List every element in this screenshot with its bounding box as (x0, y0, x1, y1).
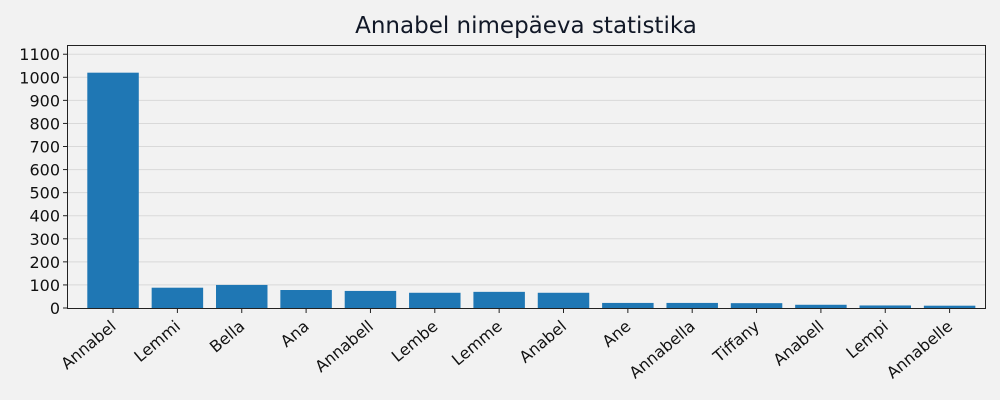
x-tick-label: Anabel (515, 317, 570, 367)
x-tick-label: Lempi (842, 317, 891, 363)
bar (409, 292, 461, 308)
y-tick-label: 200 (29, 253, 60, 272)
y-tick-label: 500 (29, 184, 60, 203)
y-axis: 0 100 200 300 400 500 600 700 800 900 1000 1100 (19, 45, 68, 318)
bar (666, 302, 718, 308)
bar (923, 305, 976, 308)
y-tick-label: 100 (29, 276, 60, 295)
y-tick-label: 0 (50, 299, 60, 318)
bars (87, 72, 976, 309)
bar (795, 304, 847, 308)
bar (151, 287, 204, 308)
y-tick-label: 900 (29, 91, 60, 110)
x-tick-label: Lembe (388, 317, 442, 366)
y-tick-label: 1100 (19, 45, 60, 64)
plot-frame (67, 45, 986, 309)
bar (87, 72, 139, 309)
y-tick-label: 700 (29, 138, 60, 157)
y-tick-label: 800 (29, 114, 60, 133)
chart-title: Annabel nimepäeva statistika (355, 13, 697, 39)
bar (730, 303, 783, 308)
bar (280, 290, 332, 308)
y-tick-label: 1000 (19, 68, 60, 87)
x-tick-label: Annabel (57, 317, 119, 374)
x-tick-label: Ana (277, 317, 313, 351)
x-tick-label: Anabell (769, 317, 827, 370)
x-tick-label: Lemmi (130, 317, 184, 366)
bar (344, 290, 397, 308)
gridlines (68, 53, 985, 286)
bar (473, 291, 525, 308)
bar (537, 292, 590, 308)
x-tick-label: Annabell (311, 317, 377, 376)
x-tick-label: Lemme (448, 317, 506, 370)
x-tick-label: Ane (599, 317, 635, 351)
y-tick-label: 400 (29, 207, 60, 226)
y-tick-label: 300 (29, 230, 60, 249)
x-tick-label: Bella (206, 317, 248, 357)
x-tick-label: Annabella (625, 317, 698, 383)
bar (859, 305, 911, 308)
y-tick-label: 600 (29, 161, 60, 180)
x-tick-label: Annabelle (883, 317, 956, 383)
x-tick-label: Tiffany (709, 317, 763, 367)
bar (602, 302, 654, 308)
bar (216, 284, 268, 308)
